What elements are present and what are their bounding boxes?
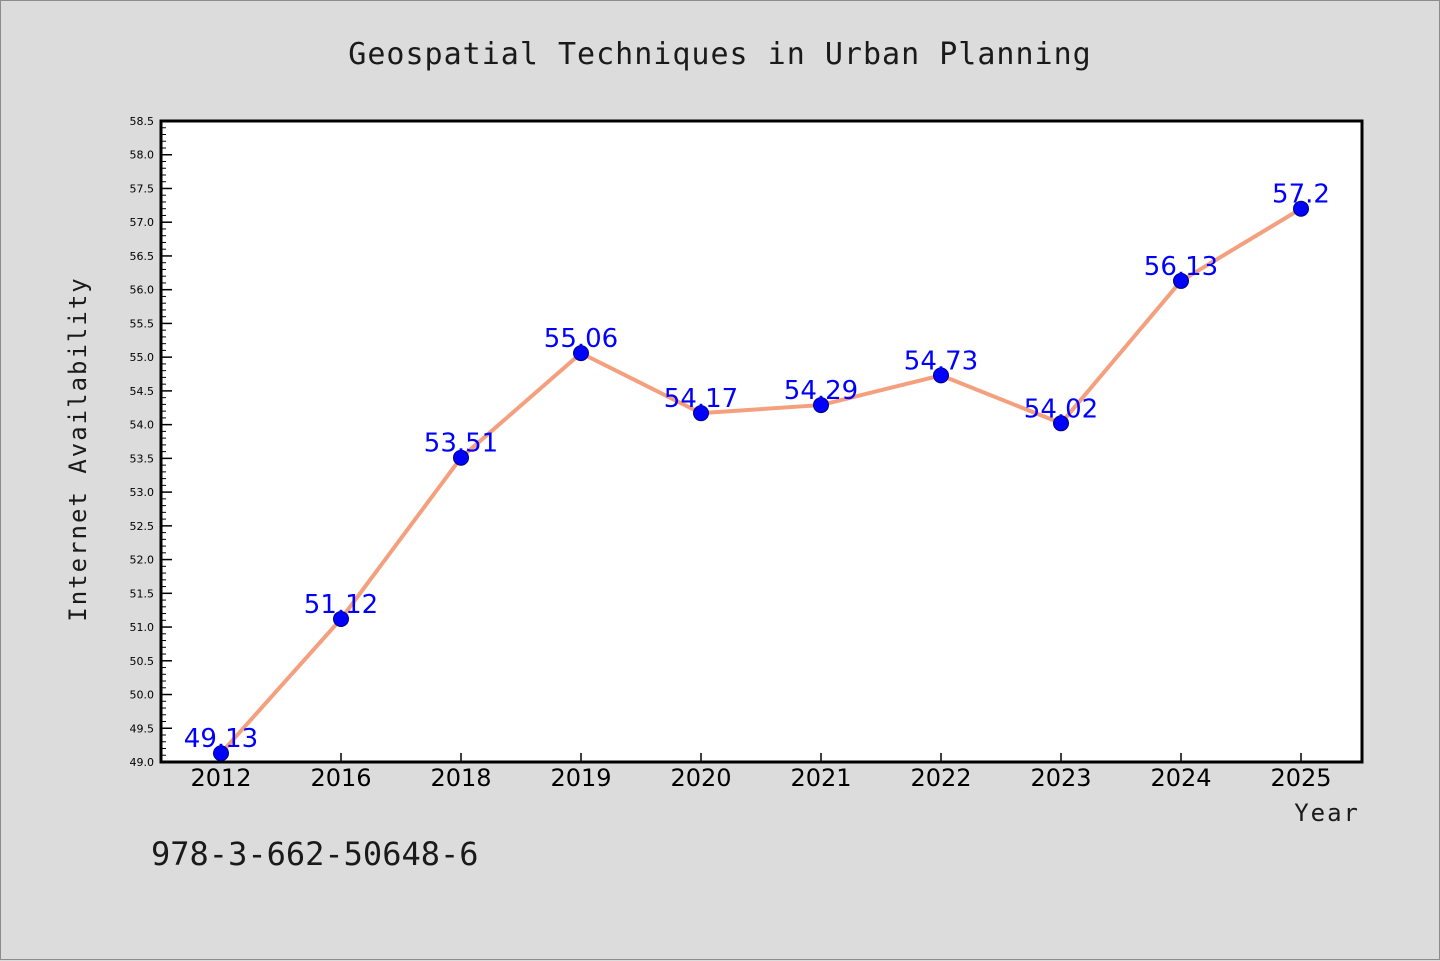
data-point (693, 405, 709, 422)
data-point (573, 345, 589, 362)
x-tick-label: 2019 (550, 764, 611, 792)
y-tick-label: 52.5 (130, 520, 155, 533)
data-label: 57.2 (1272, 180, 1330, 210)
y-tick-label: 53.0 (130, 486, 155, 499)
footer-code: 978-3-662-50648-6 (151, 835, 479, 873)
x-tick-label: 2018 (430, 764, 491, 792)
y-tick-label: 50.5 (130, 655, 155, 668)
y-tick-label: 49.5 (130, 722, 155, 735)
data-point (813, 397, 829, 414)
data-label: 54.29 (784, 376, 858, 406)
y-tick-label: 54.0 (130, 419, 155, 432)
plot-area (159, 119, 1364, 764)
data-point (1293, 200, 1309, 217)
x-tick-label: 2020 (670, 764, 731, 792)
y-tick-label: 50.0 (130, 689, 155, 702)
data-labels: 49.13 51.12 53.51 55.06 54.17 54.29 54.73 54.02… (184, 180, 1330, 755)
y-tick-label: 54.5 (130, 385, 155, 398)
x-axis: 2012 2016 2018 2019 2020 2021 2022 2023 2024 2025 (190, 753, 1332, 792)
data-label: 54.73 (904, 346, 978, 376)
y-tick-label: 53.5 (130, 452, 155, 465)
x-tick-label: 2025 (1270, 764, 1331, 792)
x-tick-label: 2024 (1150, 764, 1211, 792)
chart-title: Geospatial Techniques in Urban Planning (348, 37, 1091, 72)
x-axis-label: Year (1294, 799, 1360, 827)
y-tick-label: 55.0 (130, 351, 155, 364)
data-point (213, 745, 229, 762)
series-line (219, 206, 1303, 756)
y-axis-label: Internet Availability (64, 276, 92, 621)
y-tick-label: 51.0 (130, 621, 155, 634)
y-axis: 49.0 49.5 50.0 50.5 51.0 51.5 52.0 52.5 53.0 53.5… (130, 115, 172, 769)
x-tick-label: 2012 (190, 764, 251, 792)
x-tick-label: 2021 (790, 764, 851, 792)
y-tick-label: 52.0 (130, 554, 155, 567)
data-point (1173, 272, 1189, 289)
y-tick-label: 56.5 (130, 250, 155, 263)
y-tick-label: 58.0 (130, 149, 155, 162)
data-label: 49.13 (184, 724, 258, 754)
x-tick-label: 2023 (1030, 764, 1091, 792)
x-tick-label: 2016 (310, 764, 371, 792)
y-tick-label: 56.0 (130, 284, 155, 297)
data-label: 56.13 (1144, 252, 1218, 282)
y-tick-label: 49.0 (130, 756, 155, 769)
y-tick-label: 58.5 (130, 115, 155, 128)
data-label: 54.02 (1024, 394, 1098, 424)
data-point (933, 367, 949, 384)
y-tick-label: 51.5 (130, 587, 155, 600)
x-tick-label: 2022 (910, 764, 971, 792)
y-tick-label: 57.0 (130, 216, 155, 229)
data-markers (213, 200, 1309, 762)
data-label: 54.17 (664, 384, 738, 414)
y-tick-label: 55.5 (130, 317, 155, 330)
data-label: 53.51 (424, 429, 498, 459)
data-point (333, 610, 349, 627)
y-tick-label: 57.5 (130, 182, 155, 195)
data-label: 51.12 (304, 590, 378, 620)
data-label: 55.06 (544, 324, 618, 354)
data-point (453, 449, 469, 466)
data-point (1053, 415, 1069, 432)
